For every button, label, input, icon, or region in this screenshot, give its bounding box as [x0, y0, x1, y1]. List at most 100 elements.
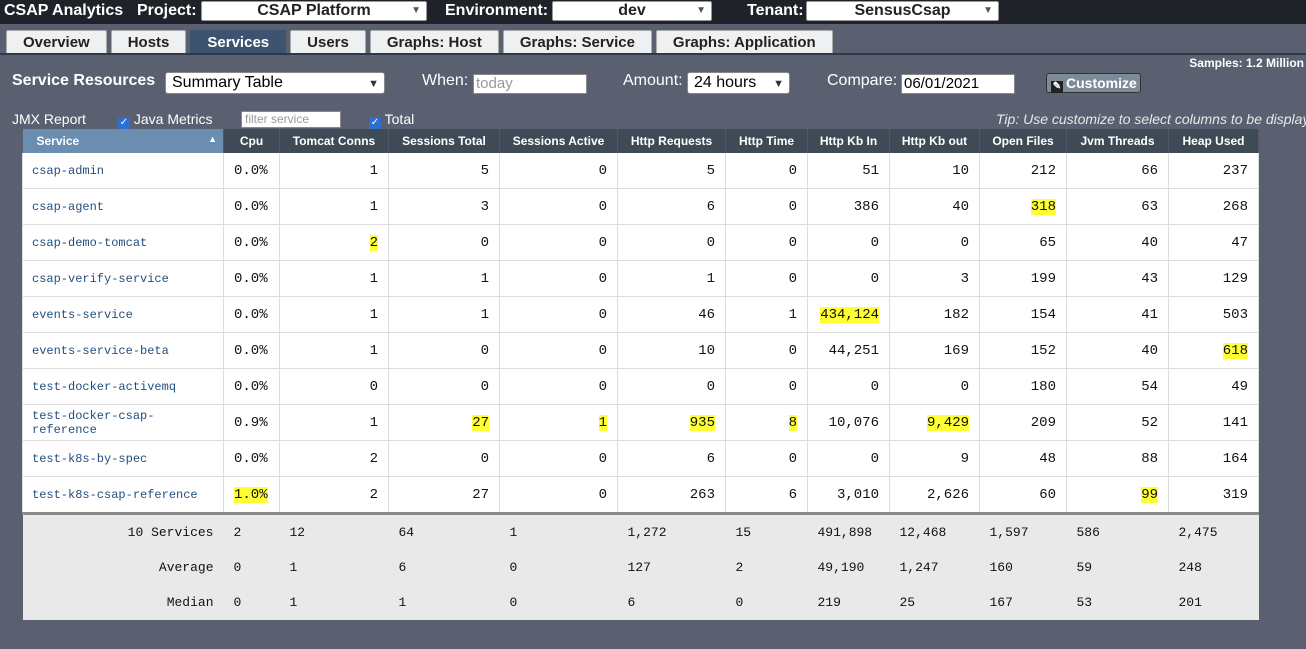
cell-value[interactable]: csap-admin: [32, 163, 105, 178]
service-name-link[interactable]: csap-demo-tomcat: [22, 224, 224, 261]
table-cell: 52: [1066, 404, 1169, 441]
column-header-sessions-total[interactable]: Sessions Total: [388, 129, 500, 153]
cell-value: 152: [1030, 342, 1056, 359]
service-name-link[interactable]: events-service-beta: [22, 332, 224, 369]
column-header-http-requests[interactable]: Http Requests: [617, 129, 726, 153]
table-cell: 3: [889, 260, 980, 297]
table-row: csap-demo-tomcat 0.0% 2 0 0 0 0 0 0 65 40 47: [22, 224, 1259, 261]
cell-value: 10,076: [828, 414, 879, 431]
tab-hosts[interactable]: Hosts: [110, 30, 187, 53]
column-header-sessions-active[interactable]: Sessions Active: [499, 129, 618, 153]
chevron-down-icon: ▼: [983, 5, 993, 16]
summary-cell: 248: [1168, 550, 1259, 585]
cell-value[interactable]: events-service: [32, 307, 133, 322]
column-header-jvm-threads[interactable]: Jvm Threads: [1066, 129, 1169, 153]
table-row: csap-verify-service 0.0% 1 1 0 1 0 0 3 199 43 129: [22, 260, 1259, 297]
cell-value: 0: [870, 450, 879, 467]
service-name-link[interactable]: csap-agent: [22, 188, 224, 225]
cell-value[interactable]: test-k8s-by-spec: [32, 451, 148, 466]
cell-value: 2: [369, 486, 378, 503]
environment-select[interactable]: dev ▼: [552, 1, 712, 21]
checkbox-checked-icon[interactable]: ✓: [369, 117, 381, 129]
table-cell: 1: [279, 296, 389, 333]
when-input[interactable]: today: [473, 74, 587, 94]
tenant-label: Tenant:: [747, 2, 804, 19]
table-cell: 66: [1066, 153, 1169, 189]
app-title: CSAP Analytics: [4, 2, 124, 19]
table-cell: 10,076: [807, 404, 890, 441]
service-name-link[interactable]: csap-verify-service: [22, 260, 224, 297]
tab-graphs-application[interactable]: Graphs: Application: [655, 30, 833, 53]
service-name-link[interactable]: test-k8s-by-spec: [22, 440, 224, 477]
cell-value: 0.0%: [234, 306, 268, 323]
summary-cell: 1: [499, 512, 618, 550]
cell-value: 0: [870, 234, 879, 251]
project-select[interactable]: CSAP Platform ▼: [201, 1, 427, 21]
cell-value: 0: [788, 162, 797, 179]
table-cell: 3,010: [807, 476, 890, 514]
cell-value[interactable]: test-docker-activemq: [32, 379, 177, 394]
table-cell: 1: [499, 404, 618, 441]
tab-users[interactable]: Users: [290, 30, 366, 53]
total-option[interactable]: ✓ Total: [369, 111, 414, 129]
summary-cell: 1: [279, 550, 389, 585]
table-row: csap-admin 0.0% 1 5 0 5 0 51 10 212 66 237: [22, 153, 1259, 189]
column-header-http-kb-out[interactable]: Http Kb out: [889, 129, 980, 153]
column-header-tomcat-conns[interactable]: Tomcat Conns: [279, 129, 389, 153]
tab-graphs-service[interactable]: Graphs: Service: [502, 30, 652, 53]
service-name-link[interactable]: test-k8s-csap-reference: [22, 476, 224, 514]
java-metrics-option[interactable]: ✓ Java Metrics: [118, 111, 212, 129]
tenant-select[interactable]: SensusCsap ▼: [806, 1, 999, 21]
cell-value: 0.0%: [234, 378, 268, 395]
summary-cell: 1: [388, 585, 500, 620]
cell-value[interactable]: csap-verify-service: [32, 271, 169, 286]
tab-services[interactable]: Services: [190, 30, 287, 53]
table-cell: 434,124: [807, 296, 890, 333]
table-cell: 6: [617, 440, 726, 477]
cell-value: 0: [598, 198, 607, 215]
project-label: Project:: [137, 2, 197, 19]
cell-value: 0: [960, 378, 969, 395]
column-header-service[interactable]: Service ▲: [22, 129, 224, 153]
column-header-http-time[interactable]: Http Time: [725, 129, 808, 153]
service-name-link[interactable]: test-docker-activemq: [22, 368, 224, 405]
service-name-link[interactable]: csap-admin: [22, 153, 224, 189]
filter-service-input[interactable]: filter service: [241, 111, 341, 128]
column-header-cpu[interactable]: Cpu: [223, 129, 280, 153]
table-cell: 44,251: [807, 332, 890, 369]
cell-value: 0: [788, 270, 797, 287]
tab-overview[interactable]: Overview: [6, 30, 107, 53]
table-cell: 54: [1066, 368, 1169, 405]
column-header-open-files[interactable]: Open Files: [979, 129, 1067, 153]
cell-value: 2,626: [926, 486, 969, 503]
cell-value[interactable]: csap-demo-tomcat: [32, 235, 148, 250]
cell-value: 0: [706, 378, 715, 395]
view-select[interactable]: Summary Table ▼: [165, 72, 385, 94]
column-header-http-kb-in[interactable]: Http Kb In: [807, 129, 890, 153]
cell-value: 319: [1222, 486, 1248, 503]
section-title: Service Resources: [12, 72, 156, 89]
summary-cell: 15: [725, 512, 808, 550]
table-cell: 0: [499, 332, 618, 369]
compare-input[interactable]: 06/01/2021: [901, 74, 1015, 94]
cell-value[interactable]: csap-agent: [32, 199, 105, 214]
amount-select[interactable]: 24 hours ▼: [687, 72, 790, 94]
cell-value[interactable]: test-docker-csap-reference: [32, 408, 155, 437]
cell-value: 3,010: [836, 486, 879, 503]
tab-graphs-host[interactable]: Graphs: Host: [369, 30, 499, 53]
cell-value[interactable]: test-k8s-csap-reference: [32, 487, 198, 502]
table-cell: 0: [807, 368, 890, 405]
cell-value: 0: [598, 486, 607, 503]
cell-value: 0: [788, 450, 797, 467]
cell-value: 164: [1222, 450, 1248, 467]
column-header-label: Sessions Active: [512, 134, 605, 148]
checkbox-checked-icon[interactable]: ✓: [118, 117, 130, 129]
chevron-down-icon: ▼: [696, 5, 706, 16]
cell-value[interactable]: events-service-beta: [32, 343, 169, 358]
column-header-heap-used[interactable]: Heap Used: [1168, 129, 1259, 153]
table-row: events-service-beta 0.0% 1 0 0 10 0 44,251 169 15…: [22, 332, 1259, 369]
customize-button[interactable]: ✎ Customize: [1046, 73, 1141, 93]
service-name-link[interactable]: events-service: [22, 296, 224, 333]
service-name-link[interactable]: test-docker-csap-reference: [22, 404, 224, 441]
cell-value: 154: [1030, 306, 1056, 323]
